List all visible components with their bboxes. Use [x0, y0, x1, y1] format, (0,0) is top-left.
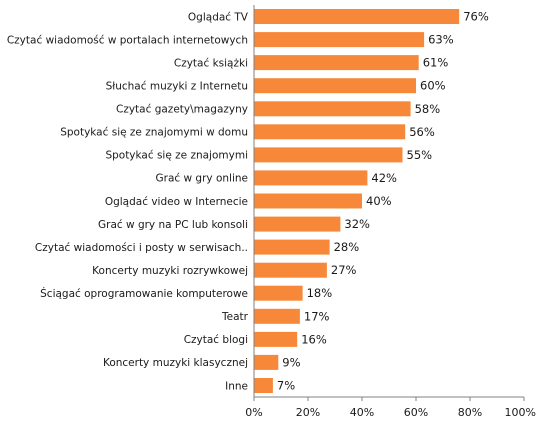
bar [254, 124, 406, 140]
bar [254, 170, 368, 186]
value-label: 27% [331, 263, 357, 277]
value-label: 28% [334, 240, 360, 254]
category-label: Czytać wiadomości i posty w serwisach.. [35, 242, 248, 254]
bar [254, 193, 362, 209]
category-label: Grać w gry na PC lub konsoli [98, 219, 248, 231]
value-label: 16% [301, 332, 327, 346]
category-label: Koncerty muzyki klasycznej [103, 357, 248, 369]
bar [254, 262, 327, 278]
x-tick-label: 60% [404, 406, 428, 419]
category-label: Teatr [221, 311, 249, 323]
category-label: Oglądać video w Internecie [105, 196, 248, 208]
value-label: 18% [307, 286, 333, 300]
category-label: Czytać blogi [184, 334, 248, 346]
bar [254, 331, 298, 347]
bar [254, 354, 279, 370]
value-label: 63% [428, 33, 454, 47]
bar [254, 55, 419, 71]
category-label: Czytać gazety\magazyny [116, 104, 248, 116]
bar [254, 285, 303, 301]
bar [254, 32, 425, 48]
bar [254, 216, 341, 232]
bar [254, 101, 411, 117]
value-label: 40% [366, 194, 392, 208]
category-label: Oglądać TV [188, 11, 249, 23]
value-label: 42% [371, 171, 397, 185]
value-label: 61% [423, 56, 449, 70]
value-label: 76% [463, 10, 489, 24]
category-label: Grać w gry online [156, 173, 249, 185]
x-tick-label: 80% [458, 406, 482, 419]
x-tick-label: 20% [296, 406, 320, 419]
category-label: Czytać wiadomość w portalach internetowy… [7, 34, 248, 46]
bar [254, 378, 273, 393]
category-label: Czytać książki [174, 57, 248, 69]
x-tick-label: 40% [350, 406, 374, 419]
category-label: Inne [225, 380, 248, 392]
category-label: Słuchać muzyki z Internetu [106, 81, 248, 93]
category-labels: Oglądać TV Czytać wiadomość w portalach i… [7, 11, 249, 392]
category-label: Ściągać oprogramowanie komputerowe [40, 287, 248, 300]
x-tick-label: 100% [505, 406, 536, 419]
value-label: 9% [282, 355, 300, 369]
bar [254, 147, 403, 163]
bar [254, 239, 330, 255]
x-tick-label: 0% [245, 406, 262, 419]
value-label: 55% [407, 148, 433, 162]
bar [254, 9, 460, 24]
value-label: 32% [344, 217, 370, 231]
value-label: 56% [409, 125, 435, 139]
category-label: Spotykać się ze znajomymi [105, 150, 248, 162]
category-label: Spotykać się ze znajomymi w domu [60, 127, 248, 139]
bars-group [254, 9, 460, 393]
value-label: 58% [415, 102, 441, 116]
x-axis-ticks: 0% 20% 40% 60% 80% 100% [245, 397, 536, 419]
bar [254, 308, 300, 324]
value-label: 60% [420, 79, 446, 93]
value-label: 17% [304, 309, 330, 323]
value-labels: 76% 63% 61% 60% 58% 56% 55% 42% 40% 32% 28% 27% 18% 1… [277, 10, 489, 393]
category-label: Koncerty muzyki rozrywkowej [92, 265, 248, 277]
value-label: 7% [277, 379, 295, 393]
bar [254, 78, 416, 94]
